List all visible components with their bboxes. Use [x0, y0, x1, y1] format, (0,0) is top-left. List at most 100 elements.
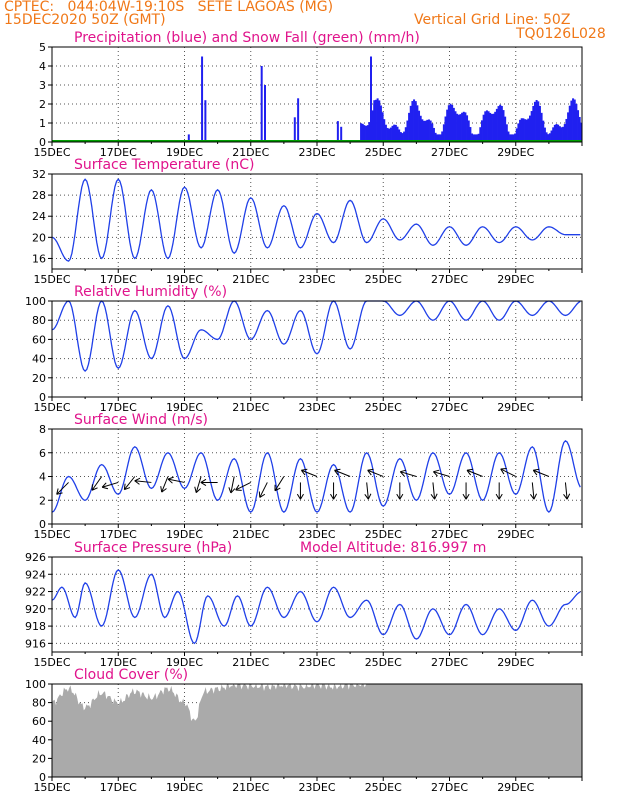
wind-vector-head: [235, 484, 242, 491]
precip-bar: [449, 103, 452, 142]
precip-bar: [421, 119, 424, 142]
wind-title: Surface Wind (m/s): [74, 412, 208, 428]
wind-vector: [466, 469, 483, 477]
wind-ytick-label: 0: [39, 518, 46, 531]
rh-xtick-label: 19DEC: [166, 401, 203, 414]
wind-vector: [500, 468, 516, 477]
wind-vector-head: [167, 476, 174, 484]
temp-title: Surface Temperature (nC): [74, 157, 255, 173]
precip-bar: [480, 120, 483, 142]
precip-bar: [414, 101, 417, 142]
precip-bar: [401, 133, 404, 142]
wind-vector: [102, 481, 119, 488]
precip-bar: [389, 127, 392, 142]
precip-bar: [434, 132, 437, 142]
precip-bar: [537, 101, 540, 142]
precip-bar: [558, 126, 561, 142]
precip-bar: [573, 99, 576, 142]
precip-bar: [490, 114, 493, 142]
temp-xtick-label: 19DEC: [166, 273, 203, 286]
temp-ytick-label: 32: [32, 168, 46, 181]
precip-bar: [264, 85, 266, 142]
press-line: [51, 569, 581, 645]
header-station: CPTEC: 044:04W-19:10S SETE LAGOAS (MG): [4, 0, 334, 15]
cloud-ytick-label: 20: [32, 752, 46, 765]
wind-vector-head: [396, 493, 404, 500]
precip-bar: [467, 120, 470, 142]
precip-bar: [451, 104, 454, 142]
precip-bar: [466, 115, 469, 142]
press-ytick-label: 926: [25, 551, 46, 564]
precip-bar: [472, 134, 475, 142]
wind-vector-head: [495, 493, 503, 500]
wind-vector: [235, 481, 251, 491]
wind-vector-head: [296, 493, 304, 500]
precip-bar: [515, 128, 518, 142]
precip-bar: [336, 121, 339, 142]
rh-ytick-label: 60: [32, 333, 46, 346]
precip-ytick-label: 1: [39, 117, 46, 130]
rh-xtick-label: 25DEC: [365, 401, 402, 414]
precip-bar: [505, 124, 508, 142]
precip-xtick-label: 29DEC: [497, 146, 534, 159]
precip-xtick-label: 23DEC: [298, 146, 335, 159]
precip-bar: [187, 134, 190, 142]
cloud-ytick-label: 80: [32, 697, 46, 710]
precip-bar: [297, 98, 300, 142]
wind-vector-head: [500, 468, 507, 475]
precip-bar: [361, 123, 364, 142]
temp-ytick-label: 28: [32, 189, 46, 202]
precip-bar: [477, 133, 480, 142]
header-init-time: 15DEC2020 50Z (GMT): [4, 12, 166, 28]
press-ytick-label: 922: [25, 586, 46, 599]
press-xtick-label: 23DEC: [298, 656, 335, 669]
wind-vector-head: [274, 484, 281, 492]
rh-panel: Relative Humidity (%) 0 20 40 60 80 100 15DEC 17…: [25, 284, 583, 414]
precip-bar: [408, 112, 411, 142]
wind-ytick-label: 8: [39, 423, 46, 436]
precip-bar: [396, 126, 399, 142]
precip-bar: [550, 130, 553, 142]
wind-vector: [167, 478, 185, 483]
wind-vector: [334, 469, 351, 477]
cloud-area: [52, 684, 582, 777]
wind-vector-head: [532, 468, 540, 476]
wind-xtick-label: 21DEC: [232, 528, 269, 541]
precip-bar: [529, 115, 531, 142]
rh-ytick-label: 0: [39, 391, 46, 404]
precip-bar: [479, 127, 482, 142]
precip-bar: [437, 134, 440, 142]
precip-bar: [398, 129, 401, 142]
cloud-panel: Cloud Cover (%) 0 20 40 60 80 100 15DEC 17DEC 19D…: [25, 667, 583, 794]
wind-xtick-label: 15DEC: [33, 528, 70, 541]
precip-bar: [388, 128, 391, 142]
precip-bar: [411, 101, 414, 142]
precip-bar: [484, 111, 487, 142]
rh-xtick-label: 15DEC: [33, 401, 70, 414]
wind-vector-head: [228, 487, 236, 494]
precip-bar: [442, 124, 445, 142]
precip-bar: [376, 98, 379, 142]
wind-vector-head: [433, 469, 440, 477]
precip-bar: [560, 127, 563, 142]
press-ytick-label: 916: [25, 637, 46, 650]
precip-bar: [482, 114, 485, 142]
press-xtick-label: 25DEC: [365, 656, 402, 669]
press-ytick-label: 924: [25, 568, 46, 581]
press-xtick-label: 21DEC: [232, 656, 269, 669]
precip-bar: [447, 105, 450, 142]
cloud-ytick-label: 40: [32, 734, 46, 747]
wind-vector: [134, 480, 152, 483]
precip-bar: [424, 120, 427, 142]
press-xtick-label: 17DEC: [100, 656, 137, 669]
temp-panel: Surface Temperature (nC) 16 20 24 28 32 15DEC 1…: [32, 157, 583, 286]
precip-bar: [492, 113, 495, 142]
precip-bar: [379, 105, 382, 142]
precip-bar: [525, 119, 528, 142]
press-xtick-label: 19DEC: [166, 656, 203, 669]
press-title: Surface Pressure (hPa): [74, 540, 232, 556]
precip-bar: [555, 124, 558, 142]
precip-bar: [519, 119, 522, 142]
precip-bar: [532, 105, 535, 142]
